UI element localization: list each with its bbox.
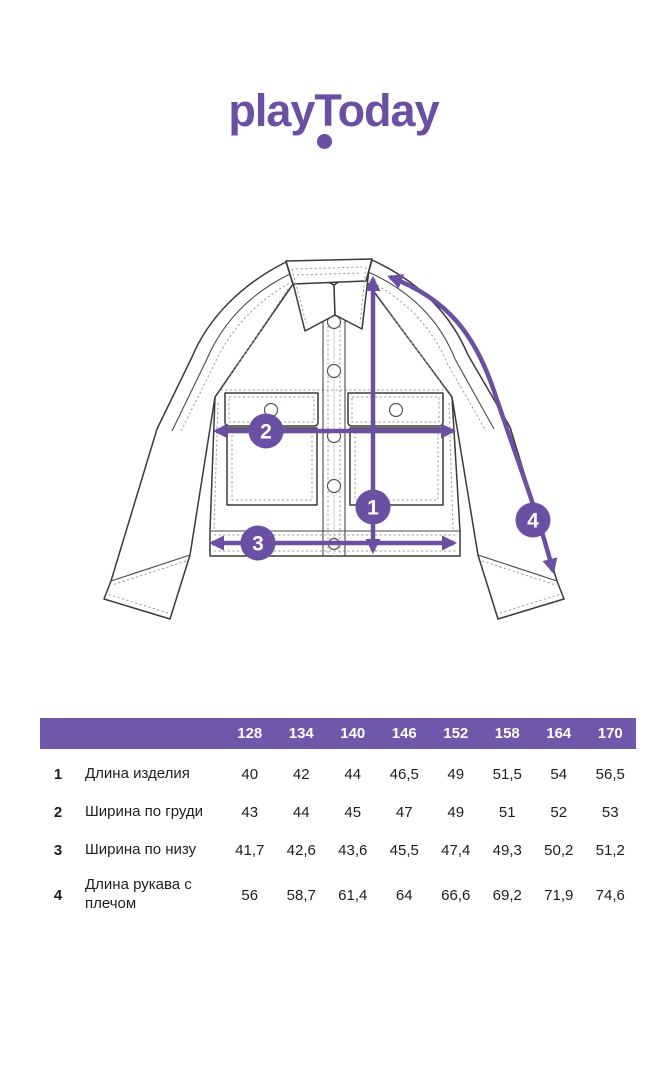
cell-value: 56 (241, 886, 259, 904)
cell-value: 69,2 (492, 886, 522, 904)
svg-text:4: 4 (527, 510, 539, 533)
cell-value: 64 (395, 886, 413, 904)
svg-text:1: 1 (367, 497, 379, 520)
cell-value: 51,5 (492, 765, 522, 783)
brand-logo-dot-icon (316, 134, 332, 149)
measure-badge-2: 2 (248, 413, 284, 449)
row-number: 4 (53, 886, 63, 904)
size-column-header: 134 (288, 725, 314, 742)
size-table: 128 134 140 146 152 158 164 170 1 Длина … (40, 718, 636, 921)
row-label: Длина изделия (85, 764, 190, 782)
size-column-header: 140 (340, 725, 366, 742)
measure-badge-3: 3 (240, 525, 276, 561)
cell-value: 45 (344, 803, 362, 821)
row-number: 1 (53, 765, 63, 783)
table-row-bottom-width: 3 Ширина по низу 41,7 42,6 43,6 45,5 47,… (40, 831, 636, 869)
size-column-header: 158 (494, 725, 520, 742)
cell-value: 45,5 (389, 841, 419, 859)
brand-logo: playToday (0, 88, 667, 160)
table-row-chest-width: 2 Ширина по груди 43 44 45 47 49 51 52 5… (40, 793, 636, 831)
svg-text:3: 3 (252, 533, 264, 556)
size-column-header: 152 (443, 725, 469, 742)
sleeve-left (103, 261, 298, 620)
table-row-sleeve-length: 4 Длина рукава с плечом 56 58,7 61,4 64 … (40, 869, 636, 921)
size-column-header: 128 (237, 725, 263, 742)
cell-value: 44 (292, 803, 310, 821)
size-table-body: 1 Длина изделия 40 42 44 46,5 49 51,5 54… (40, 755, 636, 921)
cell-value: 43,6 (338, 841, 368, 859)
cell-value: 49 (447, 803, 465, 821)
collar (285, 258, 373, 332)
size-column-header: 170 (597, 725, 623, 742)
cell-value: 40 (241, 765, 259, 783)
cell-value: 49 (447, 765, 465, 783)
chest-pocket-left (224, 392, 319, 506)
cell-value: 49,3 (492, 841, 522, 859)
cell-value: 41,7 (235, 841, 265, 859)
row-label: Ширина по груди (85, 802, 204, 820)
measure-badge-4: 4 (515, 502, 551, 538)
row-number: 2 (53, 803, 63, 821)
cell-value: 43 (241, 803, 259, 821)
size-table-header: 128 134 140 146 152 158 164 170 (40, 718, 636, 749)
cell-value: 47,4 (441, 841, 471, 859)
cell-value: 44 (344, 765, 362, 783)
cell-value: 51 (498, 803, 516, 821)
cell-value: 61,4 (338, 886, 368, 904)
cell-value: 66,6 (441, 886, 471, 904)
cell-value: 74,6 (595, 886, 625, 904)
cell-value: 54 (550, 765, 568, 783)
cell-value: 53 (601, 803, 619, 821)
measure-badge-1: 1 (355, 489, 391, 525)
cell-value: 58,7 (286, 886, 316, 904)
cell-value: 56,5 (595, 765, 625, 783)
size-column-header: 164 (546, 725, 572, 742)
brand-logo-text: playToday (228, 85, 439, 136)
cell-value: 42,6 (286, 841, 316, 859)
chest-pocket-right (347, 392, 444, 506)
cell-value: 51,2 (595, 841, 625, 859)
row-number: 3 (53, 841, 63, 859)
cell-value: 52 (550, 803, 568, 821)
cell-value: 46,5 (389, 765, 419, 783)
svg-text:2: 2 (260, 421, 272, 444)
cell-value: 42 (292, 765, 310, 783)
cell-value: 71,9 (544, 886, 574, 904)
cell-value: 50,2 (544, 841, 574, 859)
jacket-measurement-diagram: 1 2 3 4 (103, 258, 565, 620)
cell-value: 47 (395, 803, 413, 821)
table-row-length: 1 Длина изделия 40 42 44 46,5 49 51,5 54… (40, 755, 636, 793)
row-label: Длина рукава с плечом (85, 876, 192, 912)
row-label: Ширина по низу (85, 840, 197, 858)
size-column-header: 146 (391, 725, 417, 742)
